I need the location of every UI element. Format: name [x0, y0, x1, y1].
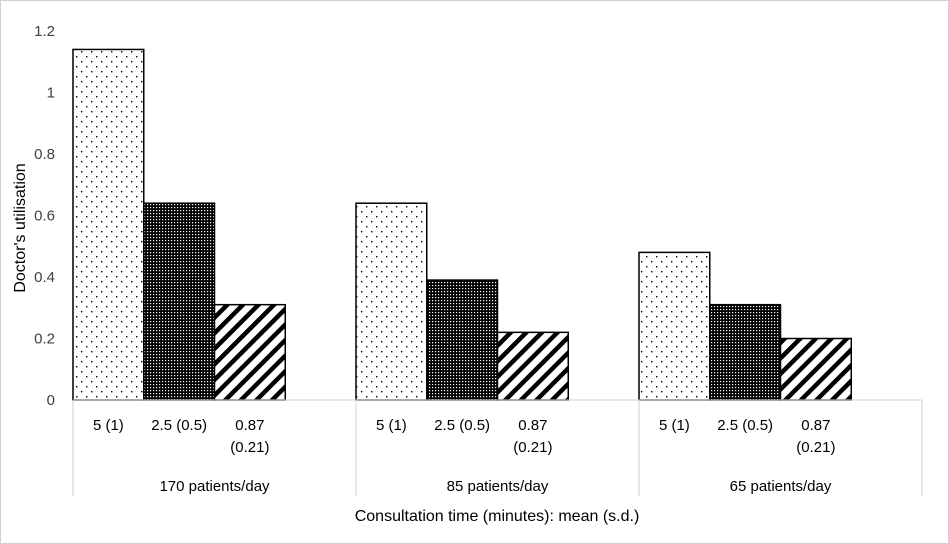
category-label: (0.21) [796, 439, 835, 456]
category-label: (0.21) [230, 439, 269, 456]
bar-0-0 [72, 48, 145, 401]
bar-0-2 [213, 303, 286, 401]
bar-2-2 [779, 337, 852, 401]
y-tick-label: 0.8 [34, 146, 55, 163]
category-label: 0.87 [801, 417, 830, 434]
bar-2-0 [638, 251, 711, 401]
y-tick-label: 1 [47, 85, 55, 102]
bar-1-2 [496, 331, 569, 401]
category-label: 0.87 [518, 417, 547, 434]
group-label: 170 patients/day [159, 478, 270, 495]
category-label: (0.21) [513, 439, 552, 456]
y-tick-label: 0 [47, 392, 55, 409]
group-label: 85 patients/day [447, 478, 549, 495]
y-tick-label: 1.2 [34, 23, 55, 40]
bar-1-0 [355, 202, 428, 401]
category-label: 5 (1) [93, 417, 124, 434]
y-axis-ticks: 0 0.2 0.4 0.6 0.8 1 1.2 [34, 23, 55, 409]
bar-0-1 [143, 202, 216, 401]
y-tick-label: 0.6 [34, 208, 55, 225]
y-tick-label: 0.4 [34, 269, 55, 286]
category-label: 2.5 (0.5) [434, 417, 490, 434]
y-axis-title: Doctor's utilisation [12, 163, 29, 292]
bars [72, 48, 852, 401]
bar-2-1 [709, 303, 782, 401]
category-label: 5 (1) [376, 417, 407, 434]
category-label: 0.87 [235, 417, 264, 434]
x-axis: 5 (1) 2.5 (0.5) 0.87 (0.21) 170 patients/day… [72, 399, 923, 496]
group-label: 65 patients/day [730, 478, 832, 495]
x-axis-title: Consultation time (minutes): mean (s.d.) [355, 508, 640, 525]
category-label: 5 (1) [659, 417, 690, 434]
category-label: 2.5 (0.5) [151, 417, 207, 434]
y-tick-label: 0.2 [34, 331, 55, 348]
category-label: 2.5 (0.5) [717, 417, 773, 434]
bar-1-1 [426, 279, 499, 401]
